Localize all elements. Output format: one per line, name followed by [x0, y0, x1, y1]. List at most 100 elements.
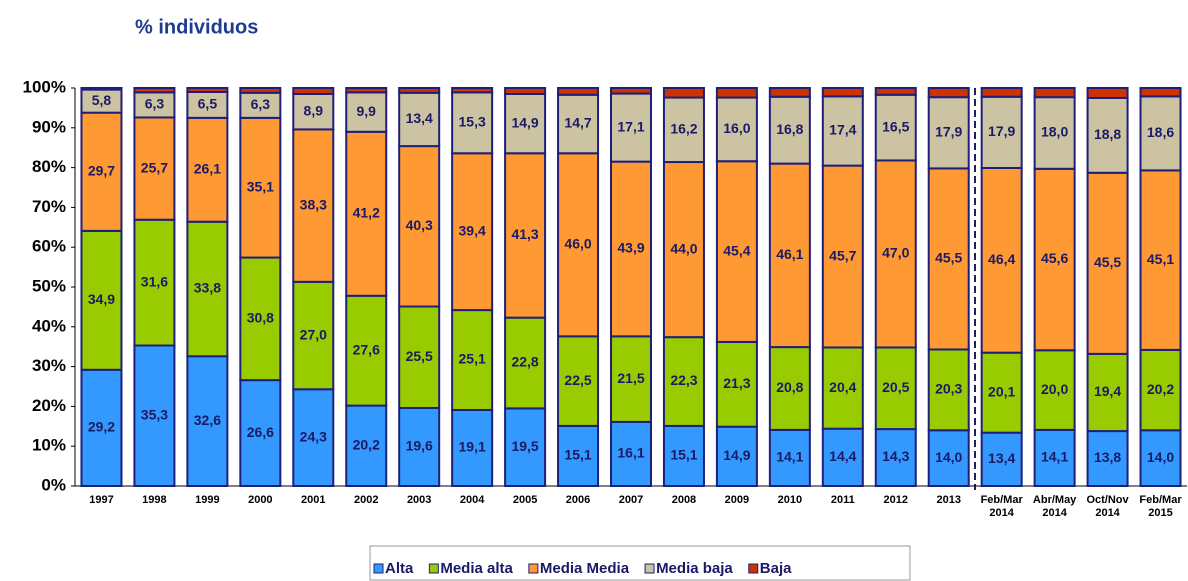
value-label: 45,7 — [829, 247, 856, 263]
value-label: 22,5 — [564, 372, 591, 388]
bar-segment — [557, 87, 600, 96]
bar-segment — [715, 340, 758, 428]
bar-segment — [345, 91, 388, 133]
bar-segment — [133, 344, 176, 488]
bar-segment — [398, 87, 441, 94]
x-tick-label: 2012 — [884, 494, 908, 506]
y-tick-label: 80% — [32, 157, 66, 176]
x-tick-label: 2001 — [301, 494, 325, 506]
bar-segment — [451, 91, 494, 155]
value-label: 8,9 — [304, 102, 324, 118]
value-label: 5,8 — [92, 92, 112, 108]
value-label: 46,0 — [564, 236, 591, 252]
legend-swatch — [528, 563, 539, 574]
legend-box — [369, 545, 911, 581]
value-label: 15,3 — [459, 114, 486, 130]
value-label: 17,1 — [617, 118, 644, 134]
value-label: 13,4 — [988, 450, 1015, 466]
value-label: 45,6 — [1041, 250, 1068, 266]
value-label: 20,2 — [1147, 381, 1174, 397]
bar-segment — [610, 420, 652, 487]
value-label: 18,8 — [1094, 126, 1121, 142]
bar-segment — [239, 379, 282, 487]
value-label: 20,3 — [935, 381, 962, 397]
x-tick-label: 1997 — [89, 494, 113, 506]
y-tick-label: 100% — [23, 77, 66, 96]
value-label: 35,3 — [141, 406, 168, 422]
bar-segment — [1033, 87, 1076, 99]
x-tick-label: 2013 — [936, 494, 960, 506]
bar-segment — [821, 427, 864, 487]
value-label: 15,1 — [564, 447, 591, 463]
value-label: 25,1 — [459, 351, 486, 367]
value-label: 16,5 — [882, 118, 909, 134]
bar-segment — [980, 87, 1023, 98]
bar-segment — [610, 335, 652, 423]
value-label: 14,3 — [882, 448, 909, 464]
value-label: 16,8 — [776, 121, 803, 137]
legend-swatch — [748, 563, 759, 574]
bar-segment — [239, 116, 282, 259]
bar-segment — [927, 429, 970, 487]
value-label: 44,0 — [670, 240, 697, 256]
bar-segment — [292, 87, 335, 95]
x-tick-label: 2005 — [513, 494, 537, 506]
value-label: 39,4 — [459, 222, 486, 238]
x-tick-label: 2011 — [831, 494, 855, 506]
value-label: 25,5 — [406, 348, 433, 364]
bar-segment — [715, 87, 758, 99]
bar-segment — [80, 87, 123, 91]
bar-segment — [504, 92, 547, 155]
bar-segment — [80, 229, 123, 371]
bar-segment — [398, 406, 441, 488]
bar-segment — [186, 90, 229, 119]
bar-segment — [133, 87, 176, 94]
legend-label: Alta — [385, 560, 414, 577]
bar-segment — [927, 348, 970, 432]
bar-segment — [980, 166, 1023, 354]
x-tick-label: 2000 — [248, 494, 272, 506]
x-tick-label: 2004 — [460, 494, 485, 506]
value-label: 22,3 — [670, 372, 697, 388]
value-label: 41,3 — [511, 226, 538, 242]
x-tick-label: 2003 — [407, 494, 431, 506]
legend-swatch — [373, 563, 384, 574]
value-label: 20,4 — [829, 379, 856, 395]
value-label: 14,0 — [1147, 449, 1174, 465]
bar-segment — [610, 160, 652, 338]
bar-segment — [398, 145, 441, 308]
value-label: 31,6 — [141, 273, 168, 289]
bar-segment — [186, 87, 229, 93]
bar-segment — [927, 96, 970, 170]
value-label: 27,6 — [353, 341, 380, 357]
legend-label: Media baja — [656, 560, 733, 577]
bar-segment — [345, 404, 388, 488]
bar-segment — [1033, 428, 1076, 487]
value-label: 43,9 — [617, 240, 644, 256]
bar-segment — [451, 87, 494, 94]
bar-segment — [662, 336, 705, 427]
bar-segment — [1139, 95, 1182, 172]
value-label: 40,3 — [406, 217, 433, 233]
x-tick-label: Feb/Mar 2015 — [1139, 494, 1182, 519]
value-label: 14,1 — [776, 449, 803, 465]
bar-segment — [610, 87, 652, 95]
legend-swatch — [644, 563, 655, 574]
bar-segment — [715, 425, 758, 487]
bar-segment — [1139, 348, 1182, 432]
bar-segment — [768, 87, 811, 98]
legend-label: Baja — [760, 560, 792, 577]
bar-segment — [186, 355, 229, 488]
value-label: 33,8 — [194, 280, 221, 296]
value-label: 18,0 — [1041, 124, 1068, 140]
y-tick-label: 90% — [32, 117, 66, 136]
value-label: 19,6 — [406, 438, 433, 454]
bar-segment — [345, 87, 388, 94]
bar-segment — [980, 431, 1023, 487]
legend-swatch — [428, 563, 439, 574]
bar-segment — [874, 93, 917, 162]
value-label: 14,4 — [829, 448, 856, 464]
value-label: 46,4 — [988, 251, 1015, 267]
value-label: 15,1 — [670, 447, 697, 463]
